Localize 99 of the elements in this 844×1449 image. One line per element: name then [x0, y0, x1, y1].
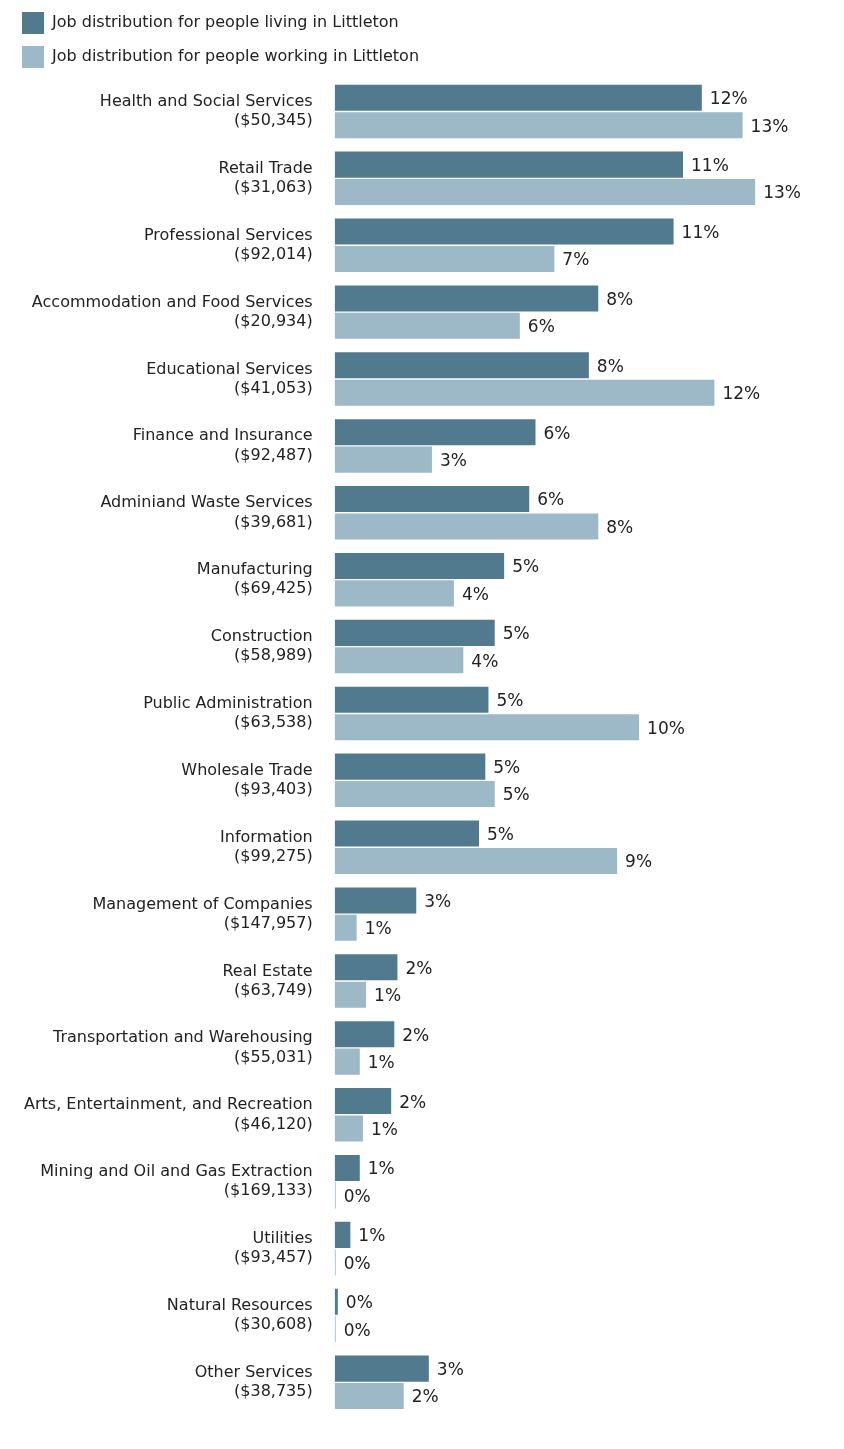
data-label: 3% — [436, 1359, 464, 1380]
data-label: 4% — [461, 583, 489, 604]
bar — [334, 1221, 351, 1248]
y-tick-label: Real Estate ($63,749) — [222, 960, 313, 999]
data-label: 13% — [750, 115, 789, 136]
bar — [334, 179, 756, 206]
bar — [334, 887, 417, 914]
data-label: 1% — [374, 985, 402, 1006]
y-tick-label: Other Services ($38,735) — [194, 1361, 313, 1401]
bar — [334, 1115, 363, 1142]
data-label: 1% — [367, 1158, 395, 1179]
y-tick-label: Management of Companies ($147,957) — [92, 893, 313, 932]
y-tick-label: Professional Services ($92,014) — [143, 224, 313, 263]
bar — [334, 486, 530, 513]
bar — [334, 1383, 404, 1410]
y-tick-label: Finance and Insurance ($92,487) — [132, 425, 313, 464]
data-label: 2% — [411, 1386, 439, 1407]
bar — [334, 151, 683, 178]
bar — [334, 245, 555, 272]
bar — [334, 781, 495, 808]
bar — [334, 1154, 360, 1181]
data-label: 7% — [562, 249, 590, 270]
bar — [334, 847, 618, 874]
data-label: 6% — [527, 316, 555, 337]
bar — [334, 379, 715, 406]
bar — [334, 218, 674, 245]
data-label: 1% — [370, 1118, 398, 1139]
bar — [334, 714, 640, 741]
data-label: 11% — [691, 155, 729, 176]
bar — [334, 1288, 338, 1315]
data-label: 8% — [606, 516, 634, 537]
data-label: 2% — [405, 957, 433, 978]
bar — [334, 647, 464, 674]
data-label: 6% — [543, 422, 571, 443]
bar — [334, 1355, 429, 1382]
bar — [334, 1048, 360, 1075]
data-label: 5% — [493, 757, 521, 778]
data-label: 1% — [364, 918, 392, 939]
data-label: 0% — [343, 1252, 371, 1273]
y-tick-label: Retail Trade ($31,063) — [218, 157, 313, 197]
y-tick-label: Accommodation and Food Services ($20,934) — [31, 291, 313, 330]
y-tick-label: Construction ($58,989) — [210, 626, 313, 665]
bar — [334, 419, 536, 446]
bar — [334, 981, 367, 1008]
y-tick-label: Natural Resources ($30,608) — [166, 1295, 313, 1334]
data-label: 12% — [709, 88, 748, 109]
bar — [334, 1021, 395, 1048]
data-label: 2% — [399, 1091, 427, 1112]
bar — [334, 312, 520, 339]
legend-label: Job distribution for people working in Littleton — [51, 46, 420, 66]
data-label: 1% — [367, 1052, 395, 1073]
data-label: 12% — [722, 383, 761, 404]
y-tick-label: Manufacturing ($69,425) — [196, 559, 313, 598]
data-label: 4% — [471, 650, 499, 671]
y-tick-label: Mining and Oil and Gas Extraction ($169,133) — [40, 1161, 313, 1200]
data-label: 5% — [502, 784, 530, 805]
data-label: 3% — [424, 890, 452, 911]
bar — [334, 112, 743, 139]
data-label: 5% — [502, 623, 530, 644]
bar — [334, 513, 599, 540]
data-label: 9% — [625, 851, 653, 872]
bar — [334, 84, 702, 111]
bar — [334, 914, 357, 941]
bar — [334, 820, 480, 847]
data-label: 3% — [439, 450, 467, 471]
data-label: 10% — [647, 717, 685, 738]
bar — [334, 753, 486, 780]
y-tick-label: Information ($99,275) — [220, 826, 313, 865]
y-tick-label: Public Administration ($63,538) — [143, 693, 313, 732]
data-label: 5% — [496, 690, 524, 711]
y-tick-label: Educational Services ($41,053) — [146, 358, 313, 397]
y-tick-label: Wholesale Trade ($93,403) — [181, 759, 313, 799]
y-tick-label: Adminiand Waste Services ($39,681) — [100, 492, 313, 531]
y-tick-label: Arts, Entertainment, and Recreation ($46,120) — [23, 1094, 313, 1133]
data-label: 13% — [763, 182, 801, 203]
data-label: 0% — [343, 1185, 371, 1206]
data-label: 0% — [343, 1319, 371, 1340]
legend-label: Job distribution for people living in Littleton — [51, 12, 399, 32]
bar — [334, 1088, 392, 1115]
bar — [334, 686, 489, 713]
bar — [334, 446, 432, 473]
y-tick-label: Utilities ($93,457) — [234, 1228, 313, 1267]
data-label: 6% — [537, 489, 565, 510]
bar — [334, 352, 589, 379]
data-label: 5% — [487, 823, 515, 844]
data-label: 2% — [402, 1024, 430, 1045]
bar — [334, 619, 495, 646]
data-label: 11% — [681, 221, 720, 242]
bar — [334, 580, 454, 607]
data-label: 1% — [358, 1225, 386, 1246]
bar — [334, 285, 599, 312]
bar — [334, 552, 505, 579]
data-label: 0% — [345, 1292, 373, 1313]
data-label: 8% — [606, 288, 634, 309]
data-label: 8% — [596, 355, 624, 376]
y-tick-label: Transportation and Warehousing ($55,031) — [52, 1027, 313, 1066]
bar — [334, 954, 398, 981]
data-label: 5% — [512, 556, 540, 577]
y-tick-label: Health and Social Services ($50,345) — [99, 91, 313, 130]
